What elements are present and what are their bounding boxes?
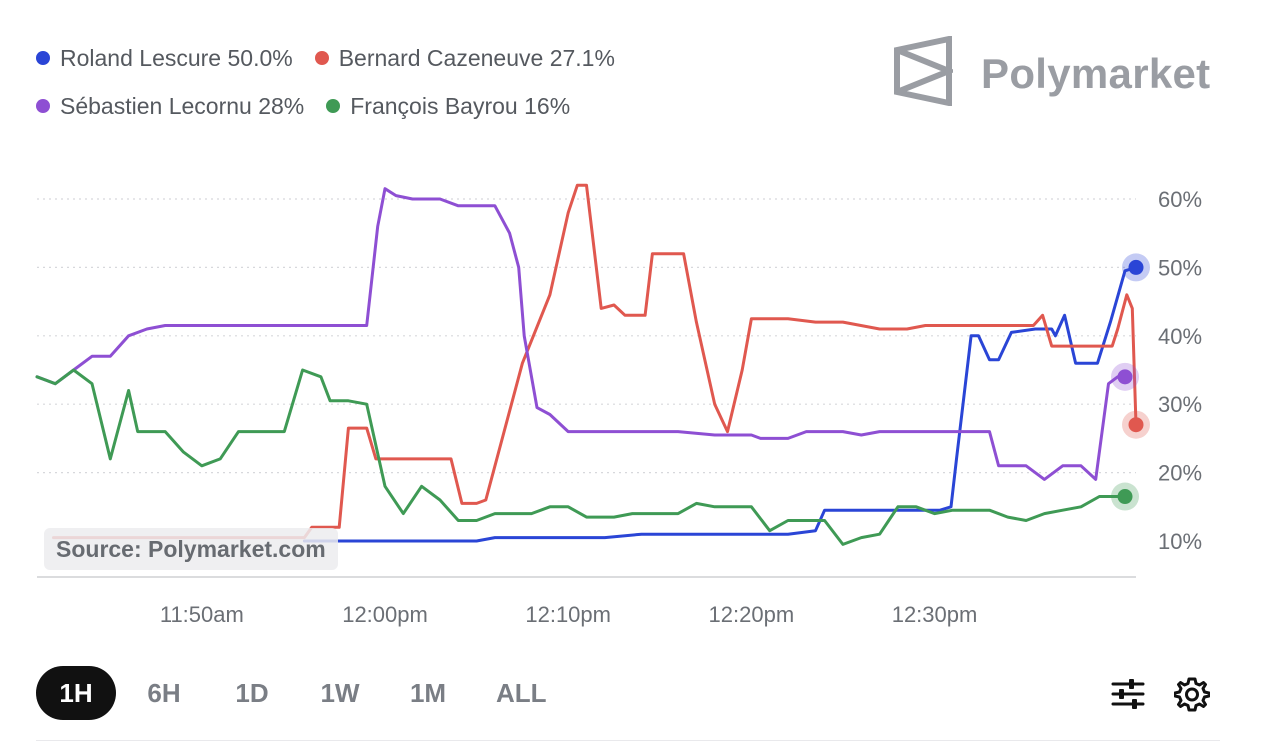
polymarket-logo-icon	[893, 35, 958, 111]
series-end-point	[1128, 259, 1144, 275]
range-button-1w[interactable]: 1W	[320, 677, 360, 708]
settings-gear-icon[interactable]	[1172, 672, 1212, 716]
legend-name: François Bayrou	[350, 92, 518, 119]
legend-value: 16%	[524, 92, 571, 119]
bottom-divider	[36, 740, 1220, 741]
x-tick-label: 12:20pm	[709, 602, 795, 627]
range-button-1m[interactable]: 1M	[409, 677, 447, 708]
legend-item-bernard-cazeneuve: Bernard Cazeneuve 27.1%	[314, 44, 615, 72]
x-tick-label: 11:50am	[160, 602, 244, 627]
y-tick-label: 60%	[1158, 187, 1202, 212]
line-chart: 10% 20% 30% 40% 50% 60% 11:50am 12:00pm 12:10pm 1…	[35, 183, 1202, 627]
range-button-6h[interactable]: 6H	[147, 677, 181, 708]
y-tick-label: 50%	[1158, 255, 1202, 280]
range-button-all[interactable]: ALL	[496, 677, 547, 708]
time-range-selector: 1H 6H 1D 1W 1M ALL	[36, 666, 575, 720]
legend-value: 50.0%	[227, 44, 293, 71]
range-button-1h[interactable]: 1H	[36, 666, 116, 720]
series-line	[302, 265, 1138, 543]
x-tick-label: 12:30pm	[892, 602, 978, 627]
series-end-point	[1117, 489, 1133, 505]
brand-name: Polymarket	[981, 49, 1211, 97]
series-line	[52, 183, 1138, 540]
polymarket-brand: Polymarket	[893, 35, 1211, 111]
x-tick-label: 12:00pm	[342, 602, 428, 627]
series-line	[35, 187, 1127, 481]
legend-item-francois-bayrou: François Bayrou 16%	[326, 93, 570, 120]
legend-name: Sébastien Lecornu	[60, 92, 252, 119]
series-end-point	[1128, 417, 1144, 433]
series-end-point	[1117, 369, 1133, 385]
series-line	[35, 368, 1127, 546]
source-text: Source: Polymarket.com	[56, 535, 326, 562]
filter-sliders-icon[interactable]	[1108, 672, 1148, 716]
legend-name: Bernard Cazeneuve	[338, 44, 544, 71]
y-tick-label: 10%	[1158, 529, 1202, 554]
legend-value: 27.1%	[549, 44, 615, 71]
legend-row: Roland Lescure 50.0% Bernard Cazeneuve 2…	[36, 34, 637, 82]
y-tick-label: 20%	[1158, 461, 1202, 486]
legend-name: Roland Lescure	[60, 44, 222, 71]
legend-value: 28%	[258, 92, 305, 119]
legend-dot	[326, 99, 341, 113]
legend-dot	[314, 51, 329, 65]
chart-tools	[1108, 672, 1236, 716]
legend-item-roland-lescure: Roland Lescure 50.0%	[36, 45, 293, 72]
legend-dot	[36, 51, 50, 65]
legend-row: Sébastien Lecornu 28% François Bayrou 16…	[36, 82, 637, 130]
legend-item-sebastien-lecornu: Sébastien Lecornu 28%	[36, 93, 304, 120]
legend-dot	[36, 99, 50, 113]
y-tick-label: 40%	[1158, 324, 1202, 349]
range-button-1d[interactable]: 1D	[235, 677, 269, 708]
y-tick-label: 30%	[1158, 392, 1202, 417]
source-label: Source: Polymarket.com	[44, 528, 338, 570]
x-tick-label: 12:10pm	[525, 602, 611, 627]
chart-legend: Roland Lescure 50.0% Bernard Cazeneuve 2…	[36, 34, 637, 130]
